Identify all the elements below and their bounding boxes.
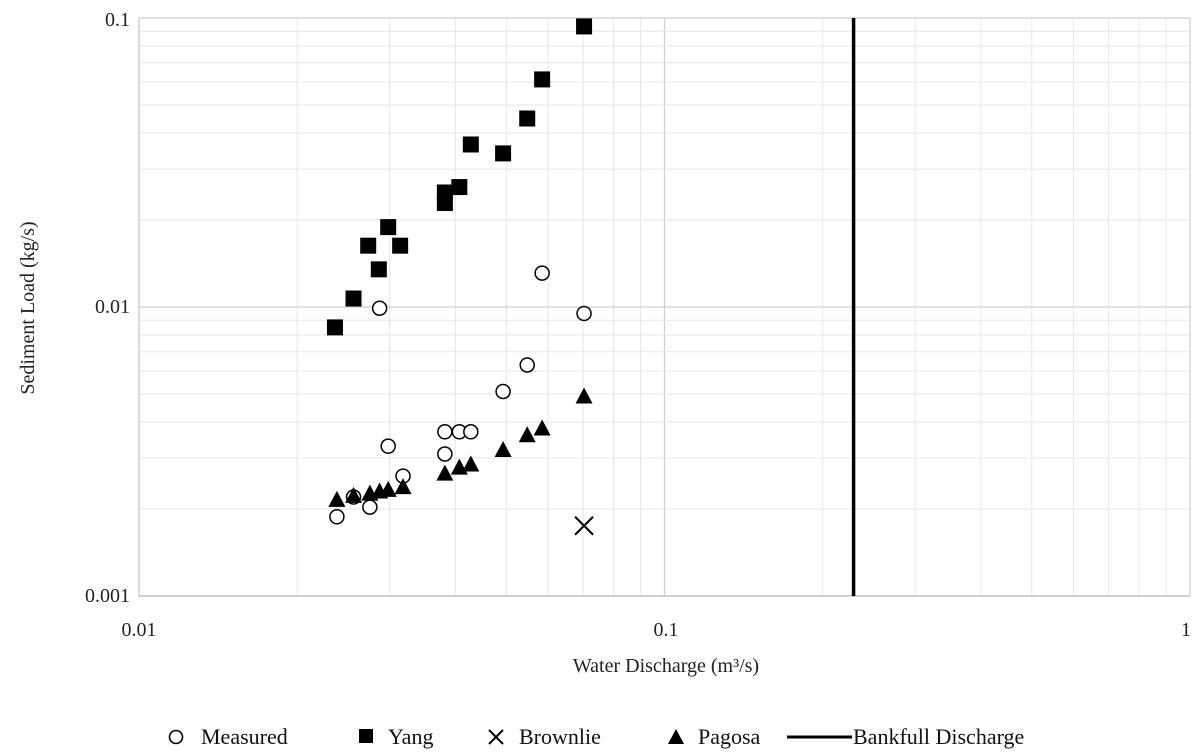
measured-point [371,300,388,317]
legend-marker-measured [168,729,184,745]
measured-point [380,438,396,454]
yang-point [495,145,512,162]
legend-label-measured: Measured [201,724,288,749]
yang-point [392,237,409,254]
pagosa-point [462,455,480,472]
yang-point [519,110,536,127]
plot-frame [138,17,1191,597]
measured-point [463,424,479,440]
measured-point [437,424,453,440]
legend: Measured Yang Brownlie Pagosa Bankfull D… [168,724,1024,749]
legend-label-bankfull: Bankfull Discharge [853,724,1024,749]
y-tick-label: 0.001 [85,585,130,607]
measured-point [519,357,535,373]
yang-point [451,179,468,196]
pagosa-point [379,480,397,497]
tick-labels: 0.01 0.1 1 0.001 0.01 0.1 [85,9,1191,641]
y-tick-label: 0.1 [105,9,130,31]
legend-label-pagosa: Pagosa [698,724,761,749]
pagosa-point [394,478,412,495]
legend-marker-pagosa [668,729,684,744]
data-points [326,18,594,536]
x-tick-label: 0.1 [654,619,679,641]
pagosa-point [575,387,593,404]
measured-point [329,509,345,525]
measured-point [534,265,550,281]
pagosa-point [436,464,454,481]
legend-marker-brownlie [488,729,504,745]
x-tick-label: 0.01 [122,619,157,641]
yang-point [370,261,387,278]
measured-point [576,305,592,322]
legend-label-brownlie: Brownlie [519,724,601,749]
legend-marker-yang [359,729,373,743]
yang-point [360,237,377,254]
yang-point [534,71,551,88]
brownlie-point [574,516,594,536]
yang-point [436,195,453,212]
measured-point [362,499,378,515]
pagosa-point [494,441,512,458]
pagosa-point [518,426,536,443]
yang-point [576,18,593,35]
yang-point [326,319,343,336]
legend-label-yang: Yang [388,724,433,749]
pagosa-point [328,490,346,507]
y-axis-title: Sediment Load (kg/s) [17,221,39,394]
measured-point [495,383,511,400]
pagosa-point [533,419,551,436]
x-axis-title: Water Discharge (m³/s) [573,655,759,677]
measured-point [437,446,453,462]
grid-lines [138,18,1190,597]
y-tick-label: 0.01 [95,296,130,318]
yang-point [462,136,479,153]
yang-point [380,219,397,236]
x-tick-label: 1 [1181,619,1191,641]
yang-point [345,290,362,307]
pagosa-point [345,486,363,503]
